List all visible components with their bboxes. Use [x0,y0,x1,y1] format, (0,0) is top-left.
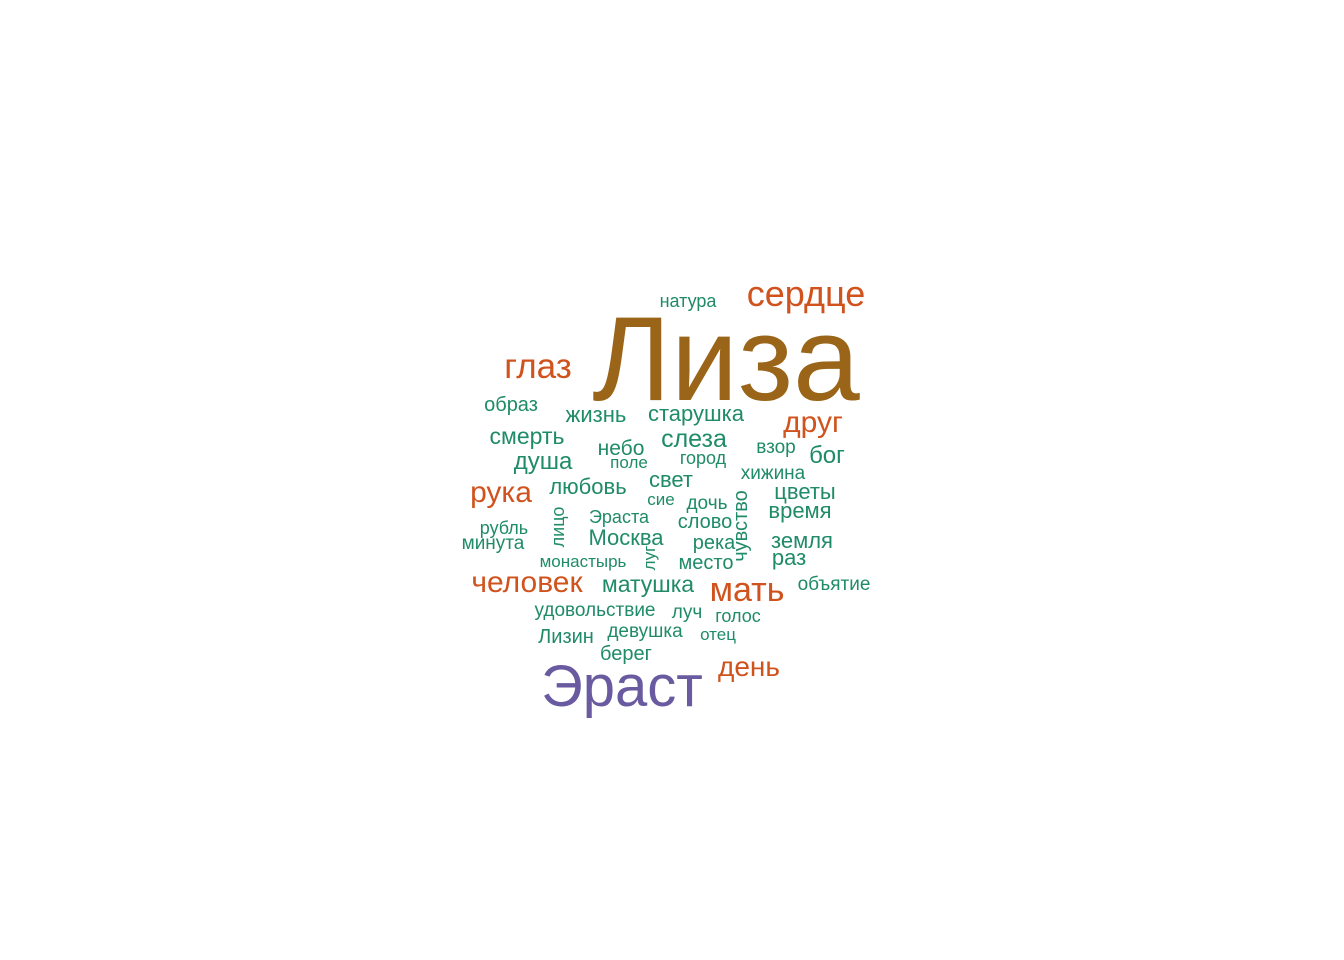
cloud-word-21: город [680,448,727,468]
cloud-word-16: небо [598,437,645,460]
cloud-word-43: объятие [798,574,871,595]
cloud-word-23: любовь [549,474,626,499]
cloud-word-28: время [768,498,831,523]
cloud-word-30: слово [678,511,733,533]
cloud-word-35: чувство [730,490,752,562]
cloud-word-19: душа [514,448,573,475]
cloud-word-33: Москва [588,525,664,550]
cloud-word-46: голос [715,606,761,626]
cloud-word-13: старушка [648,401,745,426]
cloud-word-32: лицо [548,507,568,548]
cloud-word-29: Эраста [589,507,650,527]
cloud-word-36: земля [771,528,833,553]
cloud-word-31: рубль [480,518,528,538]
cloud-word-49: отец [700,625,736,644]
cloud-word-42: матушка [602,571,694,597]
cloud-word-14: смерть [490,423,565,449]
cloud-word-26: сие [647,490,674,509]
cloud-word-38: монастырь [540,552,627,571]
cloud-word-20: поле [610,453,648,472]
cloud-word-9: день [718,651,780,682]
cloud-word-25: цветы [774,479,835,504]
cloud-word-24: свет [649,467,693,492]
cloud-word-15: слеза [661,425,727,453]
cloud-word-40: место [679,552,734,574]
cloud-word-47: Лизин [538,626,594,648]
cloud-word-34: река [693,532,736,554]
cloud-word-18: бог [809,442,845,469]
cloud-word-44: удовольствие [534,600,655,621]
cloud-word-22: хижина [741,463,806,484]
cloud-word-45: луч [672,602,703,623]
cloud-word-17: взор [756,437,796,458]
cloud-word-48: девушка [607,621,683,642]
cloud-word-1: Лиза [592,292,860,426]
cloud-word-5: друг [783,406,843,439]
cloud-word-39: луг [640,546,659,571]
cloud-word-3: сердце [747,273,865,314]
cloud-word-7: человек [471,566,583,599]
cloud-word-4: глаз [504,347,572,386]
cloud-word-8: мать [710,571,785,609]
cloud-word-10: натура [660,291,718,311]
cloud-word-6: рука [470,476,532,509]
cloud-word-11: образ [484,394,538,416]
cloud-word-27: дочь [686,493,727,514]
cloud-word-41: раз [772,545,806,570]
cloud-word-2: Эраст [541,654,703,719]
cloud-word-37: минута [462,533,525,554]
cloud-word-50: берег [600,643,652,665]
cloud-word-12: жизнь [566,402,627,427]
